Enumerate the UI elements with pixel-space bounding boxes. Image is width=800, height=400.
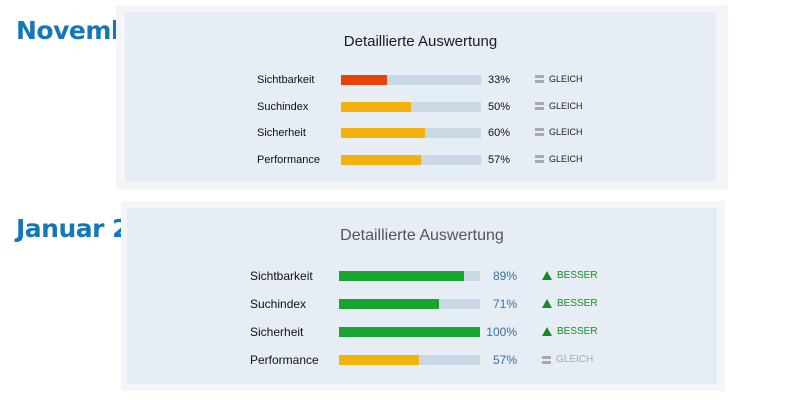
- progress-fill: [339, 355, 420, 365]
- metric-label: Sicherheit: [257, 127, 306, 139]
- status-indicator: GLEICH: [535, 127, 583, 137]
- evaluation-panel-januar: Detaillierte Auswertung Sichtbarkeit 89% B…: [127, 208, 717, 384]
- status-indicator: BESSER: [542, 326, 598, 337]
- metric-percent: 33%: [487, 74, 510, 86]
- triangle-up-icon: [542, 299, 552, 308]
- progress-track: [339, 299, 480, 309]
- status-indicator: BESSER: [542, 270, 598, 281]
- progress-fill: [339, 271, 465, 281]
- metric-percent: 60%: [487, 127, 510, 139]
- status-label: GLEICH: [549, 127, 583, 137]
- metric-label: Suchindex: [250, 297, 307, 311]
- metric-label: Sichtbarkeit: [250, 269, 313, 283]
- evaluation-panel-november: Detaillierte Auswertung Sichtbarkeit 33% G…: [125, 12, 716, 182]
- status-indicator: BESSER: [542, 298, 598, 309]
- progress-track: [341, 128, 481, 138]
- status-label: GLEICH: [549, 74, 583, 84]
- metric-label: Sicherheit: [250, 325, 304, 339]
- status-label: GLEICH: [549, 153, 583, 164]
- progress-track: [339, 355, 480, 365]
- status-label: BESSER: [557, 326, 598, 337]
- metric-row-sichtbarkeit: Sichtbarkeit 33% GLEICH: [125, 73, 716, 91]
- metric-percent: 57%: [487, 153, 510, 166]
- equals-icon: [535, 75, 544, 83]
- status-indicator: GLEICH: [535, 101, 583, 111]
- status-indicator: GLEICH: [535, 154, 583, 164]
- metric-row-performance: Performance 57% GLEICH: [125, 153, 716, 171]
- metric-row-sicherheit: Sicherheit 100% BESSER: [127, 324, 717, 342]
- progress-fill: [341, 154, 421, 165]
- metric-percent: 50%: [487, 100, 510, 113]
- status-indicator: GLEICH: [535, 74, 583, 84]
- equals-icon: [535, 101, 544, 110]
- metric-percent: 71%: [492, 297, 517, 311]
- progress-track: [341, 154, 481, 165]
- metric-label: Sichtbarkeit: [257, 74, 315, 86]
- equals-icon: [535, 128, 544, 136]
- triangle-up-icon: [542, 327, 552, 336]
- metric-row-sicherheit: Sicherheit 60% GLEICH: [125, 126, 716, 144]
- metric-row-performance: Performance 57% GLEICH: [127, 352, 717, 370]
- equals-icon: [535, 154, 544, 163]
- panel-heading: Detaillierte Auswertung: [343, 33, 498, 50]
- progress-fill: [341, 75, 388, 85]
- status-label: GLEICH: [549, 100, 583, 111]
- progress-fill: [341, 101, 411, 112]
- status-indicator: GLEICH: [542, 354, 593, 365]
- progress-track: [341, 101, 481, 112]
- progress-track: [339, 327, 480, 337]
- metric-label: Performance: [250, 353, 319, 367]
- metric-row-sichtbarkeit: Sichtbarkeit 89% BESSER: [127, 268, 717, 286]
- equals-icon: [542, 355, 551, 364]
- panel-heading: Detaillierte Auswertung: [340, 227, 504, 244]
- status-label: BESSER: [557, 270, 598, 281]
- metric-percent: 57%: [492, 353, 517, 367]
- metric-percent: 100%: [486, 325, 517, 339]
- metric-label: Suchindex: [257, 100, 309, 113]
- progress-track: [339, 271, 480, 281]
- metric-row-suchindex: Suchindex 50% GLEICH: [125, 100, 716, 118]
- metric-percent: 89%: [492, 269, 517, 283]
- triangle-up-icon: [542, 271, 552, 280]
- progress-fill: [339, 299, 440, 309]
- status-label: GLEICH: [556, 354, 594, 365]
- progress-fill: [339, 327, 480, 337]
- progress-fill: [341, 128, 425, 138]
- status-label: BESSER: [557, 298, 598, 309]
- metric-row-suchindex: Suchindex 71% BESSER: [127, 296, 717, 314]
- progress-track: [341, 75, 481, 85]
- metric-label: Performance: [257, 153, 320, 166]
